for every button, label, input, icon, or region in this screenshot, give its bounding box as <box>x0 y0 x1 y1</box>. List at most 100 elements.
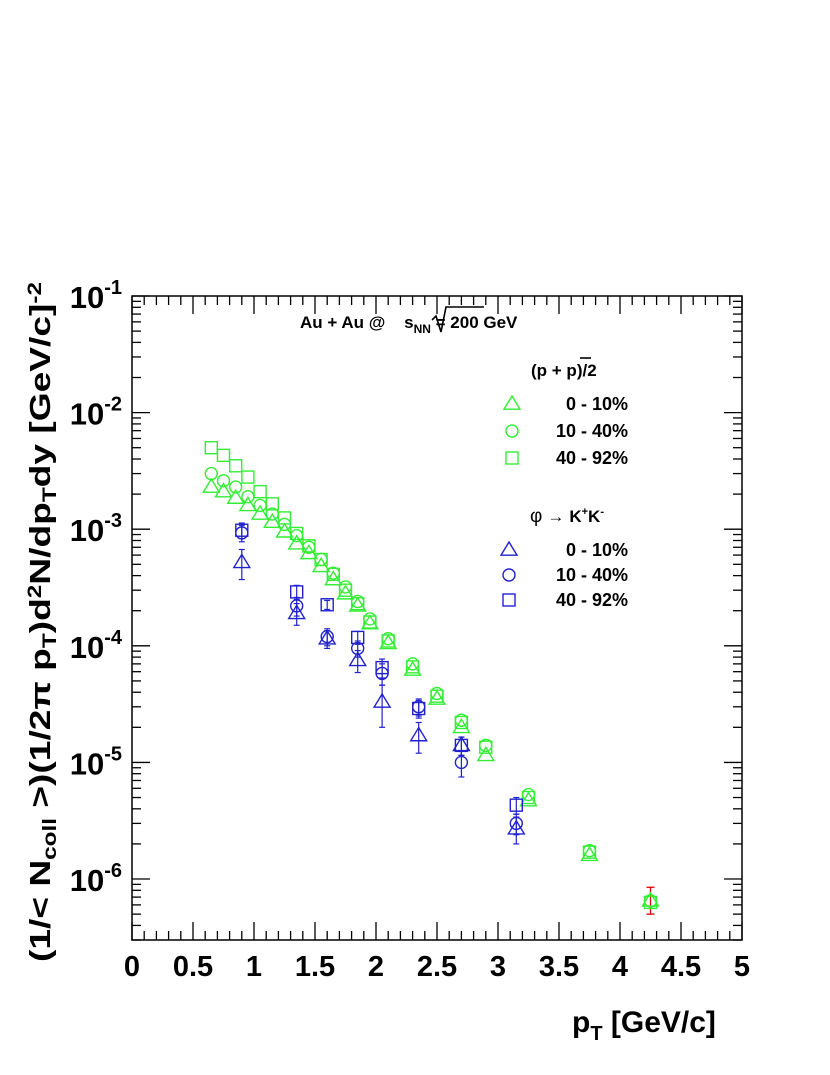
legend-proton-circle-marker <box>505 424 519 438</box>
sqrt-sign <box>431 306 484 333</box>
proton-square-point <box>290 526 304 541</box>
proton-square-point <box>277 511 292 525</box>
phi-circle-point <box>509 816 523 831</box>
proton-triangle-point <box>452 717 471 734</box>
y-tick-label: 10-6 <box>70 860 122 898</box>
proton-circle-point <box>521 787 536 802</box>
phi-circle-point <box>320 629 334 644</box>
proton-square-point <box>216 448 231 463</box>
proton-square-point <box>326 567 340 582</box>
legend: (p + p)/2 φ → K+K- 0 - 10% 0 - 10% 10 - 40% 1… <box>499 357 628 610</box>
x-tick-label: 4 <box>612 951 628 983</box>
proton-square-point <box>253 484 267 499</box>
proton-square-point <box>228 459 243 473</box>
phi-triangle-point <box>372 692 392 708</box>
plot-frame <box>131 295 743 941</box>
legend-proton-entry-label: 40 - 92% <box>556 448 628 468</box>
proton-triangle-point <box>287 534 306 550</box>
legend-proton-entry-label: 10 - 40% <box>556 421 628 441</box>
proton-circle-point <box>430 686 444 701</box>
x-tick-label: 3 <box>490 951 506 983</box>
proton-square-point <box>314 552 328 567</box>
proton-triangle-point <box>263 512 282 529</box>
x-tick-label: 2 <box>368 951 384 983</box>
legend-proton-header: (p + p)/2 <box>531 361 597 380</box>
x-tick-labels: 0 0.5 1 1.5 2 2.5 3 3.5 4 4.5 5 <box>124 951 750 983</box>
legend-phi-entry-label: 40 - 92% <box>556 590 628 610</box>
phi-square-point <box>290 585 304 599</box>
proton-circle-point <box>405 657 420 671</box>
legend-phi-circle-marker <box>502 568 516 582</box>
x-tick-label: 2.5 <box>417 951 457 983</box>
proton-triangle-point <box>250 504 270 520</box>
proton-triangle-point <box>238 496 258 512</box>
proton-square-point <box>265 497 279 511</box>
x-tick-label: 4.5 <box>661 951 701 983</box>
phi-square-point <box>320 598 334 612</box>
proton-square-point <box>454 715 469 730</box>
legend-proton-triangle-marker <box>502 394 522 410</box>
x-tick-label: 1.5 <box>295 951 335 983</box>
phi-circle-point <box>290 599 304 613</box>
legend-phi-entry-label: 0 - 10% <box>566 540 628 560</box>
proton-circle-point <box>216 474 231 488</box>
proton-square-point <box>430 689 444 703</box>
x-tick-label: 1 <box>246 951 262 983</box>
proton-square-point <box>521 790 536 805</box>
data-markers <box>202 441 660 910</box>
phi-square-point <box>351 630 365 645</box>
phi-triangle-point <box>287 603 306 620</box>
phi-triangle-point <box>232 552 252 569</box>
axis-ticks <box>131 295 743 941</box>
y-tick-label: 10-3 <box>70 510 122 548</box>
proton-square-point <box>479 740 493 754</box>
x-tick-label: 5 <box>734 951 750 983</box>
proton-triangle-point <box>378 633 398 650</box>
proton-square-point <box>643 895 658 910</box>
phi-triangle-point <box>317 629 337 645</box>
legend-phi-entry-label: 10 - 40% <box>556 565 628 585</box>
phi-square-point <box>454 738 469 753</box>
proton-triangle-point <box>348 596 367 612</box>
legend-phi-square-marker <box>502 593 516 607</box>
proton-triangle-point <box>360 614 380 630</box>
proton-triangle-point <box>476 745 496 762</box>
legend-proton-square-marker <box>505 451 519 465</box>
phi-circle-point <box>351 641 365 656</box>
proton-triangle-point <box>202 477 221 493</box>
phi-triangle-point <box>452 736 471 752</box>
proton-square-point <box>302 539 316 553</box>
phi-square-point <box>412 701 426 716</box>
phi-square-point <box>375 660 389 675</box>
phi-square-point <box>235 523 249 537</box>
proton-triangle-point <box>580 845 599 862</box>
proton-circle-point <box>228 480 243 494</box>
chart-title: Au + Au @ sNN = 200 GeV <box>300 313 518 336</box>
legend-phi-header: φ → K+K- <box>530 506 604 527</box>
phi-triangle-point <box>348 651 367 667</box>
phi-square-point <box>509 798 523 812</box>
proton-triangle-point <box>226 488 245 504</box>
proton-square-point <box>351 596 365 611</box>
x-tick-label: 0 <box>124 951 140 983</box>
proton-triangle-point <box>214 482 233 498</box>
y-tick-labels: 10-1 10-2 10-3 10-4 10-5 10-6 <box>70 277 123 898</box>
x-tick-label: 3.5 <box>539 951 579 983</box>
proton-triangle-point <box>641 891 660 907</box>
proton-square-point <box>405 660 420 674</box>
proton-square-point <box>241 470 255 484</box>
proton-square-point <box>338 583 353 597</box>
proton-circle-point <box>204 466 219 481</box>
proton-square-point <box>381 634 395 648</box>
proton-square-point <box>363 615 377 629</box>
proton-square-point <box>582 845 597 859</box>
y-axis-title: (1/< Ncoll >)(1/2π pT)d2N/dpTdy [GeV/c]-… <box>25 282 61 962</box>
x-tick-label: 0.5 <box>173 951 213 983</box>
y-tick-label: 10-2 <box>70 394 122 432</box>
proton-square-point <box>204 441 219 455</box>
legend-proton-entry-label: 0 - 10% <box>566 394 628 414</box>
phi-triangle-point <box>409 726 428 742</box>
y-tick-label: 10-4 <box>70 627 123 665</box>
y-tick-label: 10-5 <box>70 743 122 781</box>
